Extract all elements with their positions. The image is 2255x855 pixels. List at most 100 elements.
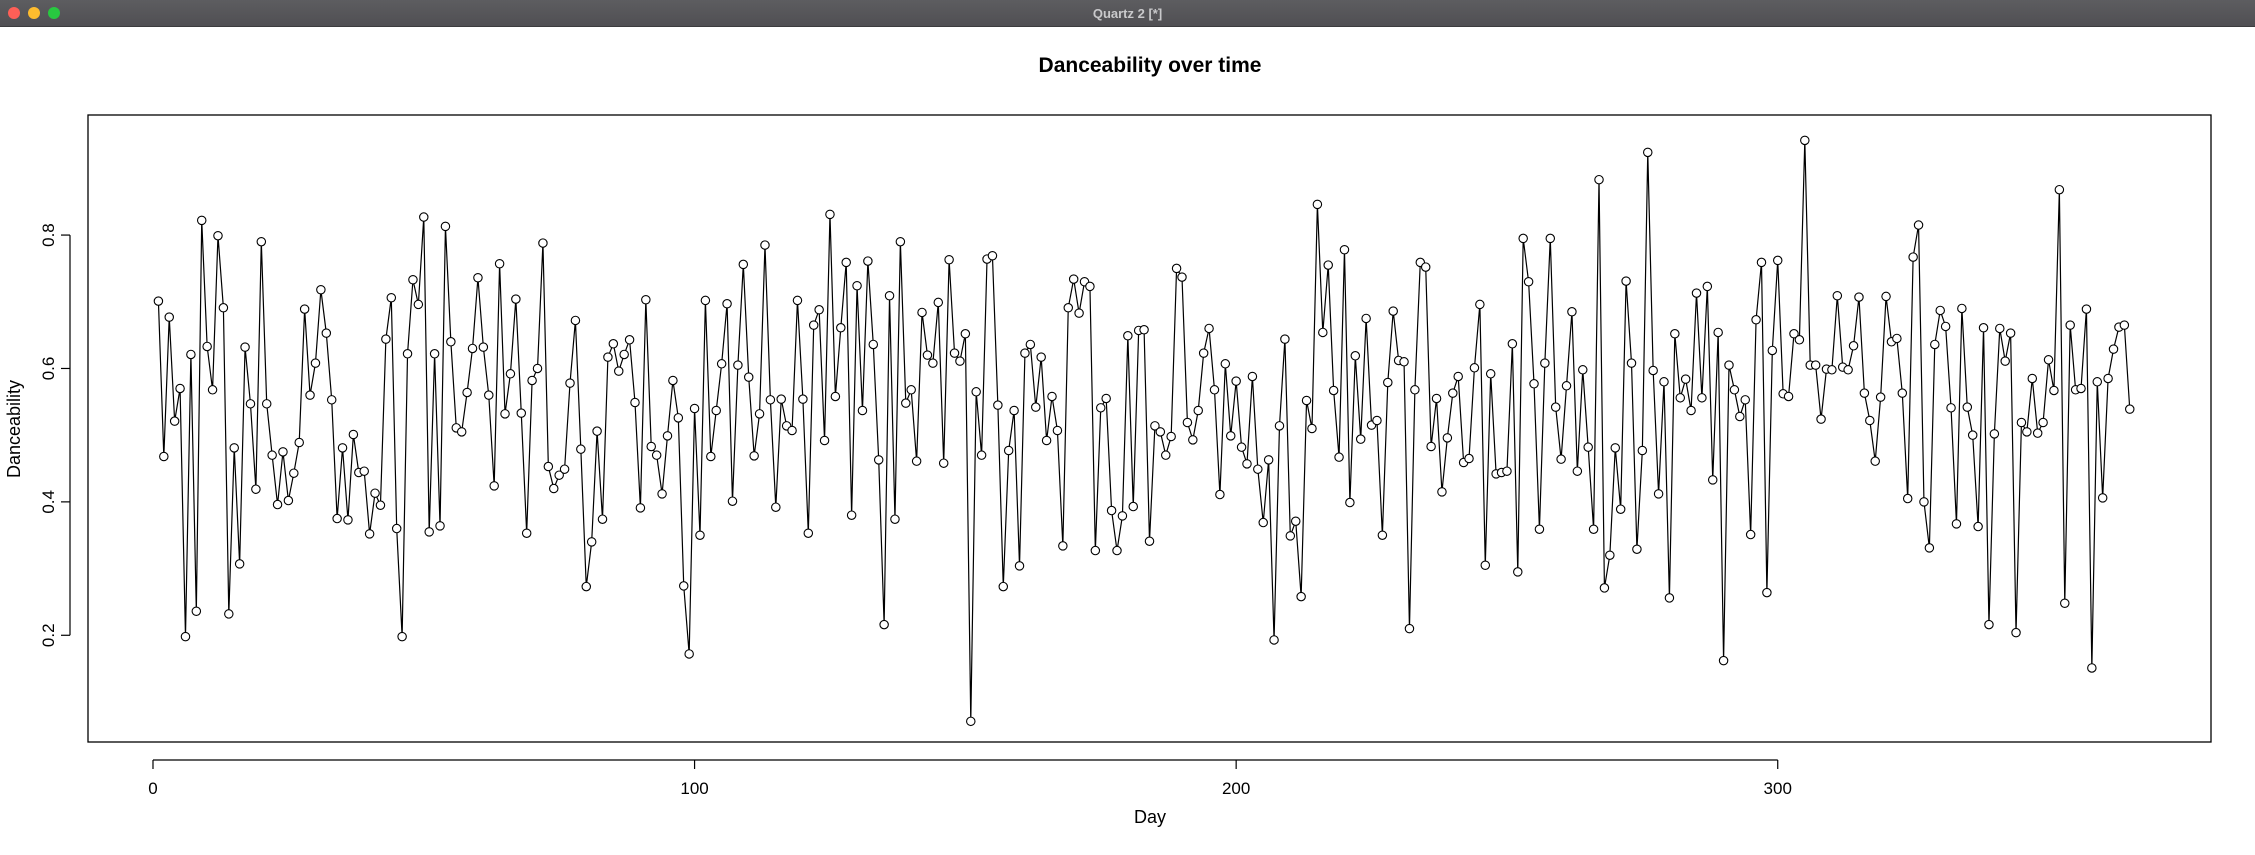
data-point: [538, 238, 548, 248]
data-point: [1290, 516, 1301, 526]
data-point: [1096, 403, 1106, 413]
data-point: [987, 250, 998, 261]
data-point: [1621, 276, 1631, 286]
y-tick-label: 0.4: [39, 490, 58, 514]
data-point: [1301, 395, 1312, 406]
data-point: [1453, 371, 1463, 382]
data-point: [1534, 524, 1545, 534]
data-point: [836, 323, 846, 333]
data-point: [635, 503, 646, 513]
data-point: [1594, 174, 1604, 185]
data-point: [1680, 374, 1691, 384]
data-point: [1171, 263, 1182, 274]
data-point: [1475, 299, 1485, 310]
data-point: [305, 390, 315, 400]
data-point: [283, 495, 294, 506]
data-point: [1063, 303, 1074, 313]
data-point: [446, 337, 456, 347]
data-point: [1518, 233, 1528, 244]
data-point: [1106, 505, 1117, 516]
data-point: [1588, 524, 1599, 534]
data-point: [570, 315, 581, 326]
data-point: [825, 209, 835, 220]
data-point: [1870, 456, 1880, 466]
data-point: [662, 431, 673, 441]
data-point: [1664, 593, 1675, 603]
data-point: [1247, 371, 1258, 382]
data-point: [484, 390, 494, 400]
data-point: [651, 450, 662, 460]
minimize-window-button[interactable]: [28, 7, 40, 19]
data-point: [359, 466, 369, 476]
data-point: [1713, 327, 1723, 338]
data-point: [1485, 369, 1496, 379]
data-point: [224, 609, 234, 619]
data-point: [1702, 281, 1713, 292]
data-point: [760, 240, 770, 250]
data-point: [294, 437, 304, 448]
data-point: [348, 429, 359, 440]
data-point: [1469, 363, 1480, 373]
zoom-window-button[interactable]: [48, 7, 60, 19]
data-point: [1328, 385, 1339, 396]
data-point: [1058, 541, 1068, 551]
data-point: [424, 527, 434, 537]
data-point: [565, 378, 575, 388]
data-point: [1307, 423, 1317, 434]
data-point: [592, 426, 602, 436]
data-point: [1296, 591, 1306, 602]
x-tick-label: 100: [680, 779, 708, 798]
data-point: [684, 649, 694, 659]
data-point: [1707, 475, 1718, 485]
data-point: [1962, 402, 1973, 412]
data-point: [1686, 405, 1696, 416]
data-point: [1318, 327, 1328, 338]
data-point: [2065, 320, 2075, 330]
data-point: [462, 387, 472, 398]
data-point: [2032, 428, 2043, 438]
data-point: [1967, 430, 1978, 440]
data-point: [245, 399, 256, 409]
data-point: [1550, 402, 1561, 412]
data-point: [1610, 443, 1621, 453]
data-point: [1843, 365, 1853, 375]
data-point: [234, 559, 245, 569]
data-point: [1924, 543, 1935, 553]
data-point: [868, 339, 879, 350]
data-point: [397, 631, 407, 642]
data-point: [1355, 434, 1366, 444]
data-point: [971, 387, 981, 397]
data-point: [911, 456, 922, 466]
data-point: [960, 329, 971, 339]
close-window-button[interactable]: [8, 7, 20, 19]
data-point: [1047, 391, 1057, 402]
data-point: [1745, 529, 1756, 540]
data-point: [1388, 306, 1398, 316]
data-point: [1978, 323, 1989, 333]
data-point: [976, 450, 987, 460]
data-point: [1973, 521, 1983, 532]
data-point: [1670, 329, 1680, 339]
data-point: [1236, 442, 1247, 452]
data-point: [169, 416, 180, 426]
data-point: [489, 481, 499, 491]
data-point: [1930, 339, 1940, 350]
data-point: [765, 395, 776, 405]
data-point: [2087, 663, 2097, 673]
data-point: [1014, 561, 1025, 571]
data-point: [2092, 377, 2103, 387]
data-point: [1902, 493, 1913, 504]
data-point: [1865, 415, 1875, 426]
data-point: [1161, 450, 1171, 460]
data-point: [1729, 385, 1740, 395]
data-point: [998, 581, 1009, 592]
data-point: [364, 529, 375, 539]
data-point: [1632, 544, 1642, 554]
data-point: [1437, 487, 1447, 497]
data-point: [1215, 489, 1225, 500]
data-point: [1637, 445, 1648, 456]
data-point: [689, 403, 700, 414]
data-point: [722, 299, 732, 309]
data-point: [1128, 501, 1139, 512]
data-point: [1323, 260, 1333, 270]
